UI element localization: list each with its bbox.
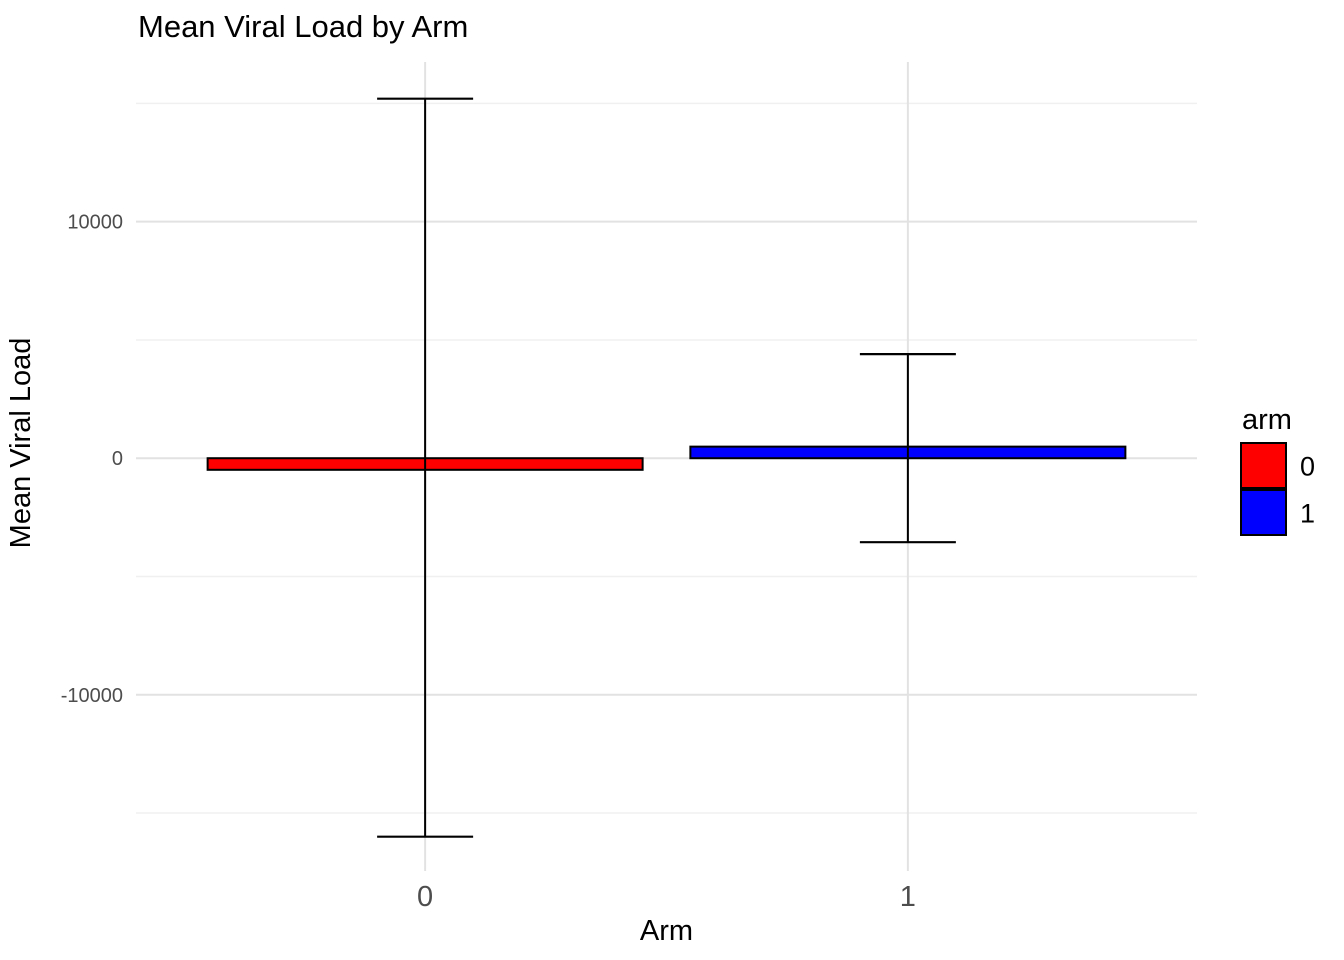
y-tick-label--10000: -10000 [61,685,123,707]
errorbar-arm-0 [377,97,474,838]
y-tick-label-0: 0 [112,448,123,470]
y-axis-title: Mean Viral Load [5,338,37,549]
x-tick-label-1: 1 [900,881,916,913]
gridlines-minor [136,102,1197,814]
y-axis-tick-labels: 10000 0 -10000 [61,212,123,707]
errorbar-arm-1 [859,353,956,544]
legend-label-1: 1 [1300,499,1315,529]
chart-title: Mean Viral Load by Arm [138,9,468,44]
y-tick-label-10000: 10000 [67,212,123,234]
x-tick-label-0: 0 [417,881,433,913]
error-bars [377,97,956,838]
legend: arm 0 1 [1240,404,1315,536]
legend-label-0: 0 [1300,452,1315,482]
legend-key-1 [1240,489,1287,536]
legend-key-0 [1240,442,1287,489]
legend-title: arm [1242,404,1292,436]
x-axis-title: Arm [640,915,693,947]
